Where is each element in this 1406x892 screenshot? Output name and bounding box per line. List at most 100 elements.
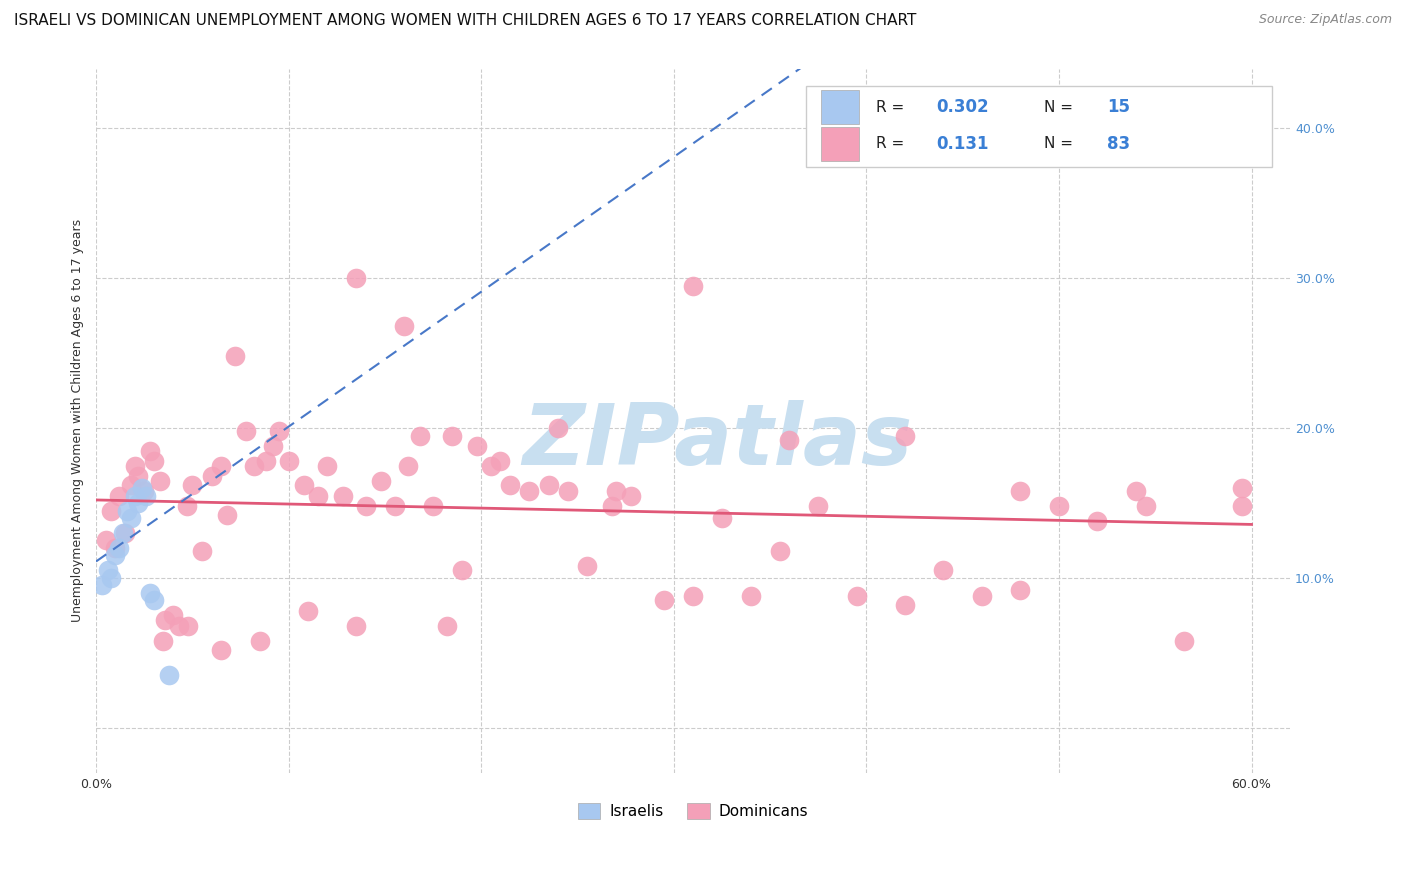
Text: ISRAELI VS DOMINICAN UNEMPLOYMENT AMONG WOMEN WITH CHILDREN AGES 6 TO 17 YEARS C: ISRAELI VS DOMINICAN UNEMPLOYMENT AMONG …: [14, 13, 917, 29]
Point: [224, 349, 246, 363]
Text: N =: N =: [1045, 136, 1078, 152]
Point: [176, 499, 198, 513]
Point: [1135, 499, 1157, 513]
Point: [167, 619, 190, 633]
Point: [845, 589, 868, 603]
Point: [408, 428, 430, 442]
Text: Source: ZipAtlas.com: Source: ZipAtlas.com: [1258, 13, 1392, 27]
Point: [392, 319, 415, 334]
Point: [894, 598, 917, 612]
Point: [162, 608, 184, 623]
Point: [292, 478, 315, 492]
Point: [277, 454, 299, 468]
Point: [139, 586, 162, 600]
Point: [191, 544, 214, 558]
Point: [142, 593, 165, 607]
Text: 0.131: 0.131: [936, 135, 988, 153]
Point: [149, 474, 172, 488]
Point: [1010, 484, 1032, 499]
FancyBboxPatch shape: [821, 90, 859, 124]
Point: [254, 454, 277, 468]
Point: [807, 499, 830, 513]
Point: [108, 541, 131, 555]
Point: [332, 489, 354, 503]
Point: [557, 484, 579, 499]
FancyBboxPatch shape: [807, 87, 1272, 167]
Point: [249, 633, 271, 648]
Point: [100, 571, 122, 585]
Point: [90, 578, 112, 592]
Point: [970, 589, 993, 603]
Legend: Israelis, Dominicans: Israelis, Dominicans: [571, 797, 814, 825]
Point: [344, 619, 367, 633]
Text: 0.302: 0.302: [936, 98, 990, 116]
Point: [108, 489, 131, 503]
Point: [547, 421, 569, 435]
Point: [576, 558, 599, 573]
Point: [451, 564, 474, 578]
Text: ZIPatlas: ZIPatlas: [522, 401, 912, 483]
Point: [181, 478, 204, 492]
Point: [115, 503, 138, 517]
Point: [620, 489, 643, 503]
Point: [778, 433, 800, 447]
Point: [489, 454, 512, 468]
Point: [1010, 582, 1032, 597]
Point: [104, 541, 127, 555]
Point: [127, 496, 149, 510]
Point: [267, 424, 290, 438]
Point: [111, 526, 134, 541]
Y-axis label: Unemployment Among Women with Children Ages 6 to 17 years: Unemployment Among Women with Children A…: [72, 219, 84, 623]
Point: [894, 428, 917, 442]
Point: [243, 458, 266, 473]
Point: [479, 458, 502, 473]
Point: [344, 271, 367, 285]
Point: [537, 478, 560, 492]
Point: [1047, 499, 1070, 513]
Point: [235, 424, 257, 438]
Point: [120, 511, 142, 525]
Point: [499, 478, 522, 492]
Point: [517, 484, 540, 499]
Point: [215, 508, 238, 522]
Point: [1125, 484, 1147, 499]
Point: [139, 443, 162, 458]
Point: [682, 589, 704, 603]
Point: [177, 619, 200, 633]
FancyBboxPatch shape: [821, 127, 859, 161]
Point: [354, 499, 377, 513]
Point: [710, 511, 733, 525]
Point: [124, 489, 146, 503]
Point: [384, 499, 406, 513]
Point: [131, 481, 153, 495]
Point: [307, 489, 329, 503]
Point: [605, 484, 627, 499]
Point: [97, 564, 120, 578]
Text: N =: N =: [1045, 100, 1078, 115]
Point: [209, 643, 232, 657]
Point: [152, 633, 174, 648]
Point: [94, 533, 117, 548]
Point: [142, 454, 165, 468]
Point: [262, 439, 284, 453]
Point: [740, 589, 762, 603]
Point: [100, 503, 122, 517]
Point: [209, 458, 232, 473]
Point: [932, 564, 955, 578]
Point: [600, 499, 623, 513]
Point: [104, 549, 127, 563]
Point: [200, 469, 222, 483]
Text: R =: R =: [876, 100, 908, 115]
Point: [370, 474, 392, 488]
Point: [114, 526, 136, 541]
Point: [436, 619, 458, 633]
Point: [652, 593, 675, 607]
Point: [127, 469, 149, 483]
Point: [135, 489, 157, 503]
Text: R =: R =: [876, 136, 914, 152]
Point: [1230, 499, 1253, 513]
Point: [396, 458, 419, 473]
Point: [120, 478, 142, 492]
Text: 15: 15: [1108, 98, 1130, 116]
Point: [467, 439, 489, 453]
